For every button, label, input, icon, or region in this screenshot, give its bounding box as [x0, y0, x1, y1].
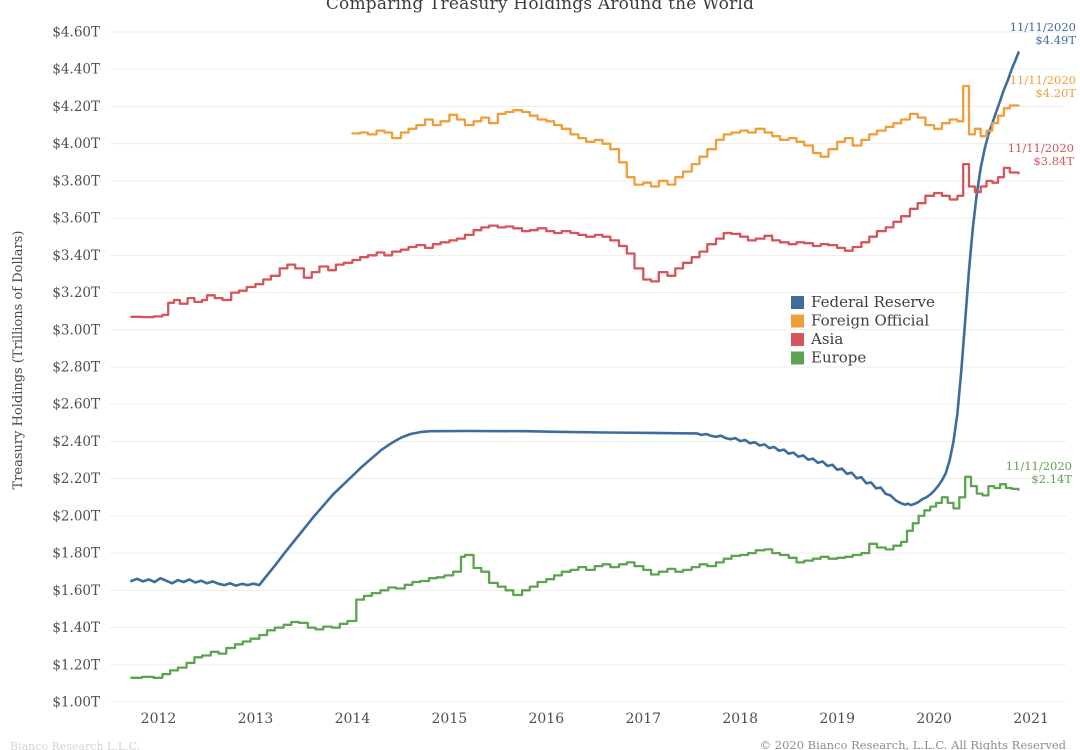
annotations: 11/11/2020 $4.49T 11/11/2020 $4.20T 11/11/20…	[1006, 20, 1077, 486]
series-line-europe	[130, 475, 1020, 679]
annotation-foreign-official: 11/11/2020 $4.20T	[1010, 73, 1077, 100]
legend-swatch-federal-reserve	[791, 296, 804, 309]
legend-swatch-foreign-official	[791, 314, 804, 328]
y-tick-label: $4.20T	[52, 99, 100, 115]
y-tick-label: $1.60T	[52, 583, 100, 599]
series-line-foreign-official	[351, 84, 1020, 188]
annotation-asia: 11/11/2020 $3.84T	[1008, 141, 1075, 168]
axes: $1.00T $1.20T $1.40T $1.60T $1.80T $2.00T $2.2…	[52, 25, 1049, 728]
y-tick-label: $3.00T	[52, 322, 100, 338]
x-tick-label: 2021	[1013, 711, 1049, 727]
y-tick-label: $1.40T	[52, 620, 100, 636]
series-line-asia	[130, 162, 1020, 319]
legend-swatch-asia	[791, 333, 804, 346]
x-tick-label: 2019	[819, 711, 855, 727]
y-tick-label: $2.60T	[52, 397, 100, 413]
x-tick-label: 2020	[916, 711, 952, 727]
y-tick-label: $3.80T	[52, 173, 100, 189]
x-tick-label: 2012	[141, 711, 177, 727]
y-tick-label: $2.20T	[52, 471, 100, 487]
x-tick-label: 2017	[625, 711, 661, 727]
copyright-text: © 2020 Bianco Research, L.L.C. All Right…	[760, 738, 1067, 750]
y-tick-label: $2.40T	[52, 434, 100, 450]
x-tick-label: 2016	[528, 711, 564, 727]
y-tick-label: $4.60T	[52, 25, 100, 41]
legend-label-federal-reserve: Federal Reserve	[811, 293, 935, 311]
series-line-federal-reserve	[130, 51, 1020, 587]
y-tick-label: $4.40T	[52, 62, 100, 78]
y-tick-label: $2.80T	[52, 360, 100, 376]
gridlines	[110, 31, 1066, 703]
y-tick-label: $1.00T	[52, 695, 100, 711]
y-tick-label: $1.20T	[52, 657, 100, 673]
chart-title: Comparing Treasury Holdings Around the W…	[326, 0, 754, 14]
annotation-europe: 11/11/2020 $2.14T	[1006, 459, 1073, 486]
y-tick-label: $1.80T	[52, 546, 100, 562]
y-tick-label: $4.00T	[52, 136, 100, 152]
annotation-federal-reserve: 11/11/2020 $4.49T	[1010, 20, 1077, 47]
x-tick-label: 2013	[238, 711, 274, 727]
watermark-text: Bianco Research L.L.C.	[10, 740, 140, 750]
y-axis-title: Treasury Holdings (Trillions of Dollars)	[11, 231, 26, 490]
legend-label-europe: Europe	[811, 349, 866, 367]
y-tick-label: $3.40T	[52, 248, 100, 264]
series-lines	[130, 51, 1020, 679]
legend-label-asia: Asia	[810, 330, 843, 348]
legend-label-foreign-official: Foreign Official	[811, 312, 929, 330]
legend-swatch-europe	[791, 351, 804, 365]
y-tick-label: $3.60T	[52, 211, 100, 227]
y-tick-label: $3.20T	[52, 285, 100, 301]
x-tick-label: 2018	[722, 711, 758, 727]
x-tick-label: 2015	[432, 711, 468, 727]
x-tick-label: 2014	[335, 711, 371, 727]
y-tick-label: $2.00T	[52, 508, 100, 524]
